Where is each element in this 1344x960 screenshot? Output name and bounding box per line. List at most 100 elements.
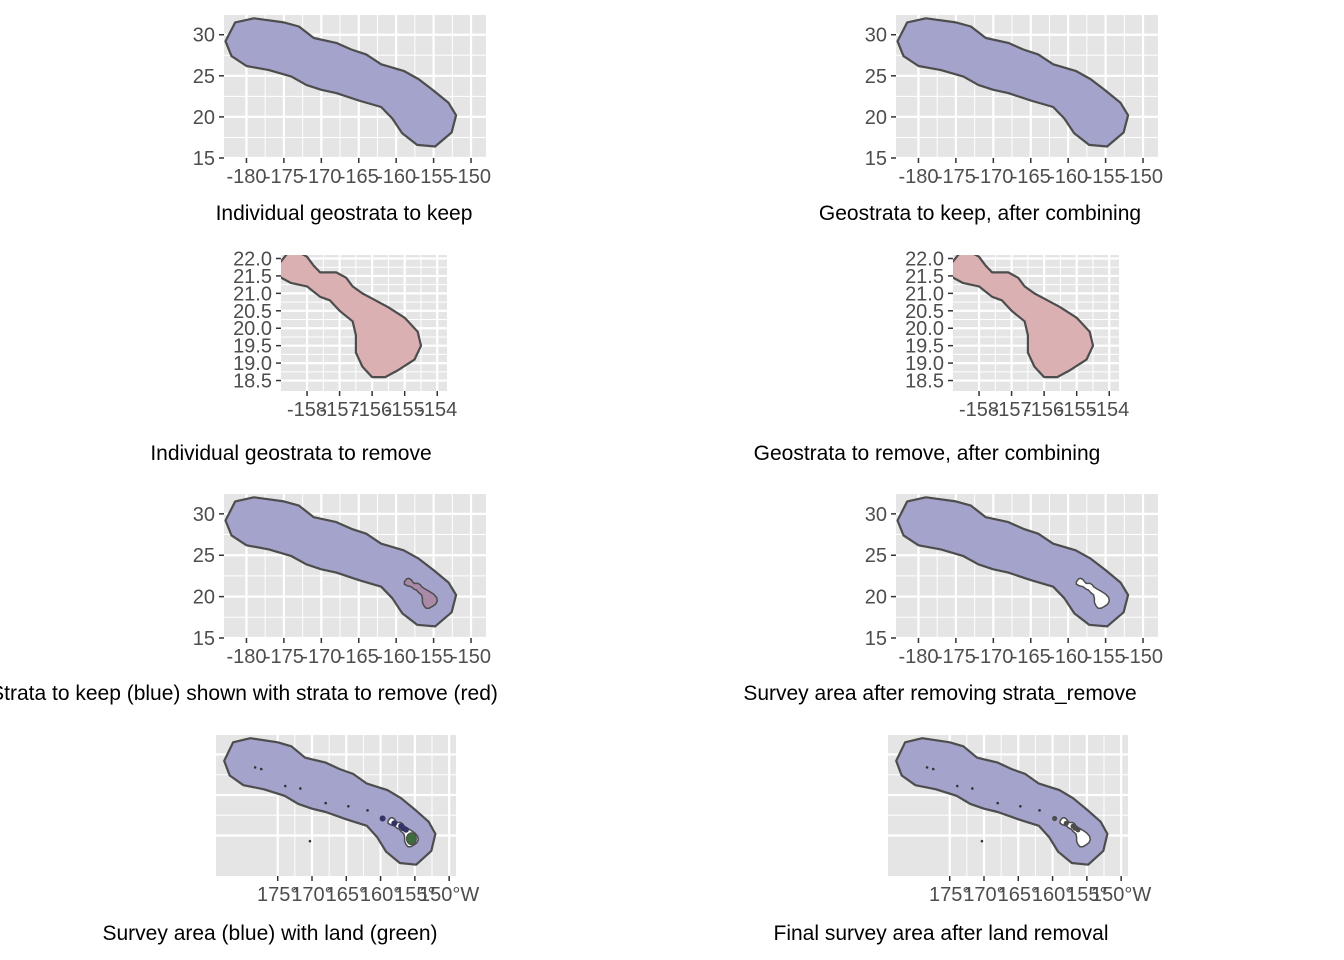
y-tick-label: 22.0: [233, 248, 272, 270]
panel-caption: Individual geostrata to keep: [216, 202, 473, 225]
x-tick-label: 155°: [394, 884, 435, 906]
x-tick-label: -156: [1024, 399, 1064, 421]
panel-caption: Individual geostrata to remove: [150, 442, 431, 465]
y-tick-label: 20.0: [233, 318, 272, 340]
x-tick-label: -160: [1048, 646, 1088, 668]
land-dot: [366, 809, 369, 812]
y-tick-label: 30: [865, 25, 887, 47]
x-tick-label: -155: [1086, 166, 1126, 188]
x-tick-label: 150°W: [1091, 884, 1151, 906]
x-tick-label: -155: [414, 166, 454, 188]
land-island: [402, 826, 409, 833]
y-tick-label: 19.0: [233, 353, 272, 375]
x-tick-label: -150: [1123, 646, 1163, 668]
x-tick-label: 165°: [326, 884, 367, 906]
y-tick-label: 21.5: [233, 266, 272, 288]
land-island: [1063, 820, 1069, 826]
panel-caption: Survey area (blue) with land (green): [103, 922, 438, 945]
land-dot: [347, 805, 350, 808]
removed-area-hole: [1075, 577, 1111, 609]
x-tick-label: -158: [287, 399, 327, 421]
map-panel-8: 175°170°165°160°155°150°W Final survey ar…: [774, 735, 1151, 945]
x-tick-label: -175: [264, 646, 304, 668]
panel-caption: Strata to keep (blue) shown with strata …: [0, 682, 498, 705]
y-tick-label: 21.5: [905, 266, 944, 288]
land-dot: [308, 839, 312, 843]
y-tick-label: 20: [865, 107, 887, 129]
x-tick-label: -155: [414, 646, 454, 668]
x-tick-label: 165°: [998, 884, 1039, 906]
x-tick-label: -157: [992, 399, 1032, 421]
y-tick-label: 20: [193, 107, 215, 129]
y-tick-label: 20: [865, 587, 887, 609]
map-panel-7: 175°170°165°160°155°150°W Survey area (bl…: [103, 735, 479, 945]
y-tick-label: 19.0: [905, 353, 944, 375]
x-tick-label: -175: [936, 646, 976, 668]
y-tick-label: 22.0: [905, 248, 944, 270]
x-tick-label: 155°: [1066, 884, 1107, 906]
map-panel-6: -180-175-170-165-160-155-150 15 20 25 30 Surv…: [743, 494, 1163, 705]
x-tick-label: -158: [959, 399, 999, 421]
land-dot: [931, 767, 935, 771]
map-panel-1: -180-175-170-165-160-155-150 15 20 25 30 Indi…: [193, 15, 491, 225]
map-panel-4: -158-157-156-155-154 18.519.019.520.020.5…: [754, 248, 1130, 465]
x-tick-label: -165: [1011, 166, 1051, 188]
y-tick-label: 19.5: [905, 336, 944, 358]
land-dot: [324, 801, 328, 805]
x-tick-label: 170°: [963, 884, 1004, 906]
x-tick-label: -150: [451, 166, 491, 188]
land-dot: [259, 767, 263, 771]
y-tick-label: 25: [193, 545, 215, 567]
keep-strata-polygon: [895, 737, 1109, 866]
y-tick-label: 20.5: [905, 301, 944, 323]
y-tick-label: 20: [193, 587, 215, 609]
y-tick-label: 30: [193, 504, 215, 526]
panel-caption: Survey area after removing strata_remove: [743, 682, 1136, 705]
land-island: [1075, 827, 1081, 833]
land-dot: [971, 787, 974, 790]
y-tick-label: 25: [865, 545, 887, 567]
x-tick-label: 160°: [360, 884, 401, 906]
x-tick-label: -175: [264, 166, 304, 188]
x-tick-label: -170: [301, 646, 341, 668]
land-island: [379, 815, 386, 822]
x-tick-label: -175: [936, 166, 976, 188]
x-tick-label: -180: [226, 646, 266, 668]
panel-caption: Final survey area after land removal: [774, 922, 1109, 945]
x-tick-label: -180: [226, 166, 266, 188]
keep-strata-polygon: [224, 496, 458, 628]
y-tick-label: 30: [865, 504, 887, 526]
y-tick-label: 18.5: [233, 371, 272, 393]
x-tick-label: -165: [339, 166, 379, 188]
x-tick-label: 150°W: [419, 884, 479, 906]
x-tick-label: -170: [301, 166, 341, 188]
x-tick-label: -155: [1057, 399, 1097, 421]
x-tick-label: 175°: [929, 884, 970, 906]
y-tick-label: 15: [865, 148, 887, 170]
y-tick-label: 20.5: [233, 301, 272, 323]
x-tick-label: 175°: [257, 884, 298, 906]
y-tick-label: 25: [193, 66, 215, 88]
keep-strata-polygon: [224, 17, 458, 148]
x-tick-label: -180: [898, 646, 938, 668]
keep-strata-polygon: [896, 496, 1130, 628]
land-island: [1052, 815, 1058, 822]
panel-caption: Geostrata to keep, after combining: [819, 202, 1141, 225]
land-dot: [253, 766, 257, 769]
land-dot: [996, 801, 1000, 805]
y-tick-label: 21.0: [905, 283, 944, 305]
y-tick-label: 21.0: [233, 283, 272, 305]
remove-strata-polygon: [281, 255, 423, 379]
x-tick-label: -180: [898, 166, 938, 188]
land-island-big: [405, 832, 417, 846]
y-tick-label: 18.5: [905, 371, 944, 393]
x-tick-label: -160: [376, 646, 416, 668]
y-tick-label: 15: [193, 148, 215, 170]
y-tick-label: 20.0: [905, 318, 944, 340]
x-tick-label: -170: [973, 646, 1013, 668]
map-panel-2: -180-175-170-165-160-155-150 15 20 25 30 Geos…: [819, 15, 1163, 225]
keep-strata-polygon: [896, 17, 1130, 148]
land-dot: [925, 766, 929, 769]
map-panel-5: -180-175-170-165-160-155-150 15 20 25 30 Stra…: [0, 494, 498, 705]
land-island: [391, 820, 398, 827]
